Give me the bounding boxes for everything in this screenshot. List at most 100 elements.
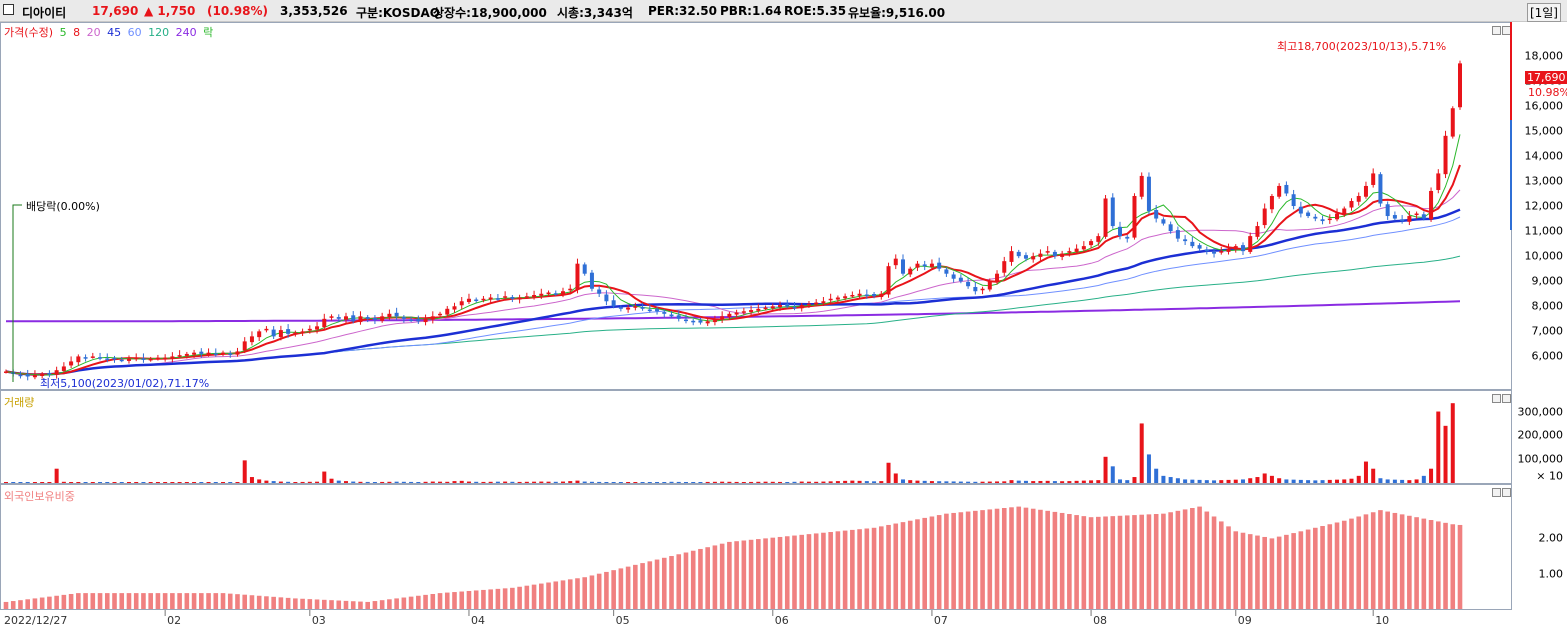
candle-body (4, 371, 8, 373)
candle-body (763, 307, 768, 310)
foreign-panel[interactable] (0, 484, 1512, 610)
legend-ma120[interactable]: 120 (148, 26, 170, 39)
candle-body (561, 291, 566, 295)
period-selector[interactable]: [1일] (1526, 3, 1561, 22)
foreign-bar (278, 597, 284, 609)
foreign-bar (705, 547, 710, 609)
foreign-bar (1132, 515, 1137, 609)
select-checkbox[interactable] (3, 4, 14, 15)
legend-ma5[interactable]: 5 (59, 26, 67, 39)
foreign-panel-minimize-button[interactable] (1492, 488, 1501, 497)
foreign-bar (430, 593, 436, 609)
candle-body (47, 372, 52, 375)
market-type: 구분:KOSDAQ (356, 6, 440, 20)
date-tick-label: 02 (167, 614, 182, 627)
foreign-bar (1197, 506, 1202, 609)
candle-body (1219, 251, 1224, 253)
candle-body (966, 281, 971, 287)
volume-bar (872, 481, 877, 483)
foreign-bar (1276, 536, 1282, 609)
foreign-bar (502, 588, 508, 609)
foreign-legend[interactable]: 외국인보유비중 (4, 490, 75, 503)
volume-panel-close-button[interactable] (1502, 394, 1511, 403)
legend-ma60[interactable]: 60 (127, 26, 142, 39)
date-tick-label: 04 (470, 614, 485, 627)
foreign-bar (452, 592, 457, 609)
foreign-bar (97, 593, 103, 609)
stock-name[interactable]: 디아이티 (22, 6, 67, 20)
volume-bar (1139, 423, 1144, 483)
candle-body (372, 317, 377, 321)
volume-legend[interactable]: 거래량 (4, 396, 35, 409)
foreign-bar (560, 580, 566, 609)
foreign-bar (864, 528, 870, 609)
volume-panel-minimize-button[interactable] (1492, 394, 1501, 403)
candle-body (1414, 213, 1419, 216)
foreign-bar (444, 592, 450, 609)
foreign-bar (784, 536, 790, 609)
candle-body (177, 355, 182, 357)
foreign-bar (191, 593, 197, 609)
foreign-bar (712, 545, 718, 609)
candle-body (351, 315, 356, 322)
legend-ma8[interactable]: 8 (73, 26, 81, 39)
volume-bar (32, 482, 37, 483)
legend-ma45[interactable]: 45 (107, 26, 122, 39)
volume-bar (235, 482, 240, 483)
foreign-bar (582, 577, 588, 609)
foreign-bar (47, 596, 52, 609)
foreign-bar (625, 566, 631, 609)
candle-body (1067, 251, 1072, 253)
candle-body (915, 263, 920, 268)
candle-body (315, 326, 320, 330)
legend-rak[interactable]: 락 (203, 26, 214, 39)
candle-body (18, 374, 23, 377)
volume-bar (756, 481, 761, 483)
price-tick-label: 8,000 (1531, 299, 1564, 313)
foreign-bar (611, 570, 616, 609)
candle-body (1436, 173, 1441, 190)
legend-ma20[interactable]: 20 (86, 26, 101, 39)
foreign-bar (1457, 524, 1463, 609)
volume-bar (770, 481, 775, 483)
candle-body (1118, 226, 1123, 237)
foreign-bar (1182, 509, 1188, 609)
dividend-annotation: 배당락(0.00%) (26, 200, 100, 213)
candle-body (394, 312, 399, 317)
candle-body (720, 316, 725, 320)
volume-bar (1175, 478, 1180, 483)
candle-body (1269, 195, 1274, 210)
foreign-bar (10, 601, 16, 609)
volume-bar (604, 482, 609, 483)
volume-bar (221, 482, 226, 483)
volume-panel[interactable] (0, 390, 1512, 484)
foreign-bar (423, 594, 428, 609)
dividend-marker (12, 204, 22, 382)
candle-body (134, 357, 139, 360)
foreign-bar (1096, 516, 1101, 609)
candle-body (1378, 174, 1383, 204)
foreign-bar (510, 587, 515, 609)
legend-price[interactable]: 가격(수정) (4, 26, 54, 39)
price-panel-minimize-button[interactable] (1492, 26, 1501, 35)
candle-body (1125, 236, 1130, 239)
foreign-bar (1313, 527, 1318, 609)
volume-bar (112, 482, 117, 483)
foreign-bar (54, 595, 59, 609)
volume-bar (300, 481, 305, 483)
candle-body (495, 298, 500, 300)
candle-body (445, 308, 450, 315)
candle-body (112, 357, 117, 360)
candle-body (192, 352, 197, 355)
candle-body (503, 296, 508, 298)
foreign-panel-close-button[interactable] (1502, 488, 1511, 497)
price-panel[interactable] (0, 22, 1512, 390)
legend-ma240[interactable]: 240 (175, 26, 197, 39)
foreign-bar (184, 593, 190, 609)
foreign-bar (379, 600, 385, 609)
candle-body (76, 356, 81, 363)
volume-bar (1212, 480, 1217, 483)
date-tick-label: 10 (1375, 614, 1390, 627)
volume-bar (1183, 479, 1188, 483)
volume-bar (351, 481, 356, 483)
